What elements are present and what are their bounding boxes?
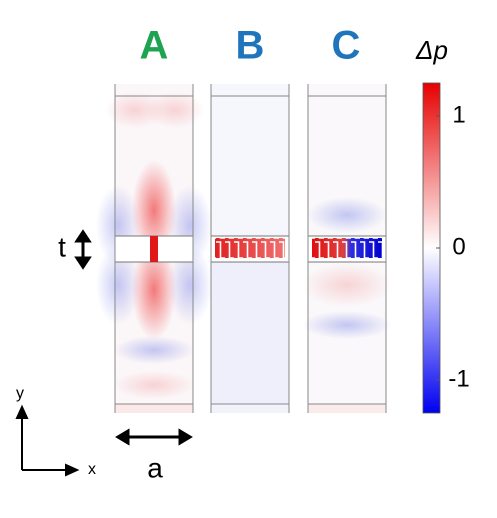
colorbar-tick-label: 1 bbox=[452, 101, 465, 128]
colorbar-tick-label: -1 bbox=[448, 365, 469, 392]
panel-label: B bbox=[236, 24, 265, 68]
panel-b bbox=[210, 84, 290, 413]
thickness-label: t bbox=[58, 231, 66, 262]
y-axis-label: y bbox=[16, 385, 24, 402]
axes-arrows bbox=[15, 404, 80, 477]
width-label: a bbox=[147, 452, 163, 483]
thickness-arrow bbox=[74, 229, 92, 270]
width-arrow bbox=[115, 428, 193, 446]
panel-label: C bbox=[332, 24, 361, 68]
colorbar-label: Δp bbox=[415, 35, 448, 65]
x-axis-label: x bbox=[88, 461, 96, 478]
colorbar-tick-label: 0 bbox=[452, 233, 465, 260]
panel-c bbox=[302, 84, 392, 413]
panel-label: A bbox=[140, 24, 169, 68]
panel-a bbox=[96, 84, 212, 413]
